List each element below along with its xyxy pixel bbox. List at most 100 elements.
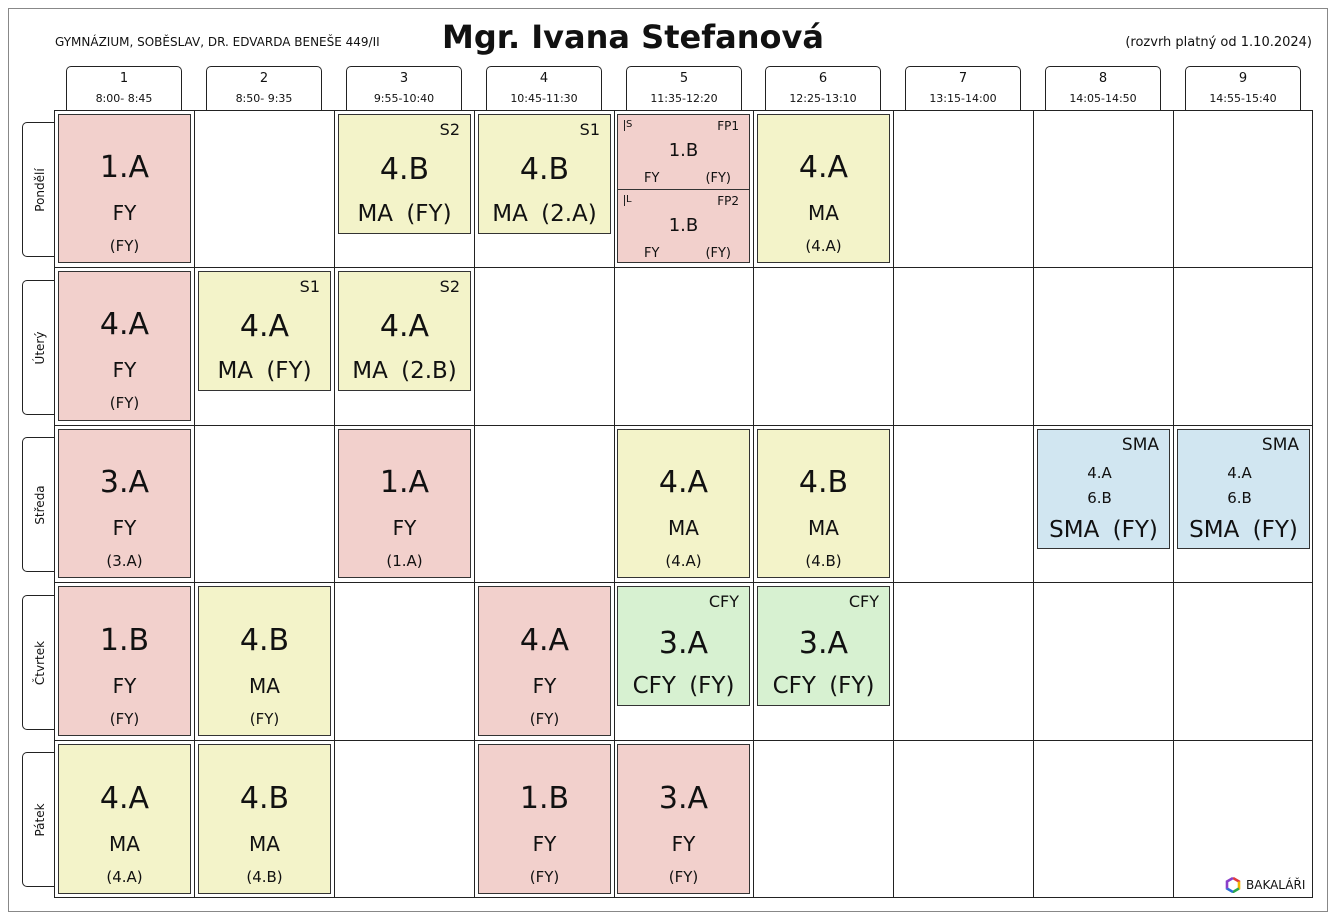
- lesson-card[interactable]: 1.A FY (1.A): [338, 429, 471, 578]
- lesson-room: (4.A): [805, 237, 842, 255]
- period-number: 7: [958, 71, 968, 86]
- lesson-subject: FY: [112, 201, 137, 225]
- bakalari-logo-icon: [1225, 877, 1241, 893]
- split-divider: [618, 189, 749, 190]
- lesson-card[interactable]: 4.A MA (4.A): [617, 429, 750, 578]
- day-label-tuesday: Úterý: [22, 280, 56, 415]
- week-marker: L: [624, 195, 637, 206]
- lesson-room: (FY): [109, 394, 140, 412]
- period-number: 8: [1098, 71, 1108, 86]
- lesson-subject-room: CFY (FY): [632, 673, 735, 699]
- day-name: Úterý: [32, 331, 47, 364]
- lesson-class: 1.B: [668, 215, 699, 236]
- day-name: Pátek: [32, 802, 47, 837]
- lesson-subject: FY: [112, 516, 137, 540]
- period-time: 11:35-12:20: [650, 92, 718, 105]
- day-label-thursday: Čtvrtek: [22, 595, 56, 730]
- lesson-subject: FY: [644, 246, 660, 261]
- lesson-room: (FY): [668, 868, 699, 886]
- period-time: 14:05-14:50: [1069, 92, 1137, 105]
- lesson-card[interactable]: 1.B FY (FY): [58, 586, 191, 736]
- lesson-card[interactable]: S2 4.A MA (2.B): [338, 271, 471, 391]
- lesson-class: 4.A: [239, 309, 290, 344]
- period-time: 10:45-11:30: [510, 92, 578, 105]
- day-name: Středa: [32, 484, 47, 525]
- lesson-card[interactable]: SMA 4.A 6.B SMA (FY): [1037, 429, 1170, 549]
- period-number: 4: [539, 71, 549, 86]
- lesson-group: FP1: [717, 119, 739, 133]
- lesson-card[interactable]: 1.B FY (FY): [478, 744, 611, 894]
- lesson-group: S2: [439, 277, 460, 296]
- lesson-subject: MA: [249, 674, 280, 698]
- lesson-class: 6.B: [1227, 489, 1252, 507]
- lesson-card[interactable]: 4.B MA (4.B): [757, 429, 890, 578]
- lesson-class: 3.A: [99, 465, 150, 500]
- lesson-subject-room: SMA (FY): [1049, 517, 1158, 543]
- lesson-subject: MA: [668, 516, 699, 540]
- lesson-card[interactable]: 4.A FY (FY): [58, 271, 191, 421]
- period-number: 9: [1238, 71, 1248, 86]
- lesson-room: (FY): [705, 246, 731, 261]
- lesson-room: (FY): [249, 710, 280, 728]
- grid-divider: [753, 110, 754, 898]
- lesson-subject: FY: [671, 832, 696, 856]
- lesson-class: 4.A: [1227, 464, 1252, 482]
- lesson-room: (FY): [529, 868, 560, 886]
- split-lesson-card[interactable]: S FP1 1.B FY (FY) L FP2 1.B FY (FY): [617, 114, 750, 263]
- lesson-card[interactable]: S2 4.B MA (FY): [338, 114, 471, 234]
- lesson-subject-room: MA (2.A): [492, 201, 597, 227]
- lesson-class: 4.B: [239, 781, 290, 816]
- lesson-class: 4.A: [798, 150, 849, 185]
- lesson-subject: FY: [532, 674, 557, 698]
- lesson-card[interactable]: CFY 3.A CFY (FY): [757, 586, 890, 706]
- lesson-group: S1: [299, 277, 320, 296]
- period-time: 8:50- 9:35: [235, 92, 293, 105]
- lesson-subject: MA: [808, 516, 839, 540]
- lesson-card[interactable]: CFY 3.A CFY (FY): [617, 586, 750, 706]
- validity-note: (rozvrh platný od 1.10.2024): [1125, 35, 1312, 50]
- lesson-card[interactable]: SMA 4.A 6.B SMA (FY): [1177, 429, 1310, 549]
- period-header-8: 8 14:05-14:50: [1045, 66, 1161, 110]
- lesson-card[interactable]: 3.A FY (FY): [617, 744, 750, 894]
- lesson-subject: FY: [112, 358, 137, 382]
- lesson-room: (4.B): [805, 552, 842, 570]
- lesson-class: 4.A: [519, 623, 570, 658]
- day-label-monday: Pondělí: [22, 122, 56, 257]
- grid-divider: [194, 110, 195, 898]
- period-number: 2: [259, 71, 269, 86]
- grid-divider: [54, 425, 1313, 426]
- lesson-room: (FY): [705, 171, 731, 186]
- week-marker: S: [624, 120, 637, 131]
- lesson-class: 1.B: [519, 781, 570, 816]
- lesson-room: (FY): [109, 710, 140, 728]
- lesson-group: SMA: [1121, 435, 1159, 455]
- lesson-class: 4.A: [99, 781, 150, 816]
- lesson-group: FP2: [717, 194, 739, 208]
- lesson-group: S1: [579, 120, 600, 139]
- period-header-7: 7 13:15-14:00: [905, 66, 1021, 110]
- lesson-card[interactable]: 3.A FY (3.A): [58, 429, 191, 578]
- day-label-wednesday: Středa: [22, 437, 56, 572]
- lesson-room: (FY): [529, 710, 560, 728]
- lesson-class: 1.B: [668, 140, 699, 161]
- period-number: 5: [679, 71, 689, 86]
- lesson-group: S2: [439, 120, 460, 139]
- lesson-card[interactable]: 1.A FY (FY): [58, 114, 191, 263]
- period-header-4: 4 10:45-11:30: [486, 66, 602, 110]
- lesson-card[interactable]: 4.A MA (4.A): [58, 744, 191, 894]
- grid-divider: [54, 267, 1313, 268]
- period-time: 9:55-10:40: [373, 92, 435, 105]
- lesson-card[interactable]: 4.B MA (FY): [198, 586, 331, 736]
- lesson-card[interactable]: 4.A MA (4.A): [757, 114, 890, 263]
- lesson-card[interactable]: 4.B MA (4.B): [198, 744, 331, 894]
- lesson-card[interactable]: S1 4.B MA (2.A): [478, 114, 611, 234]
- grid-divider: [334, 110, 335, 898]
- period-header-5: 5 11:35-12:20: [626, 66, 742, 110]
- grid-divider: [1033, 110, 1034, 898]
- period-time: 8:00- 8:45: [95, 92, 153, 105]
- lesson-card[interactable]: S1 4.A MA (FY): [198, 271, 331, 391]
- timetable-frame: [8, 8, 1328, 912]
- lesson-subject: FY: [392, 516, 417, 540]
- lesson-class: 4.B: [379, 152, 430, 187]
- lesson-card[interactable]: 4.A FY (FY): [478, 586, 611, 736]
